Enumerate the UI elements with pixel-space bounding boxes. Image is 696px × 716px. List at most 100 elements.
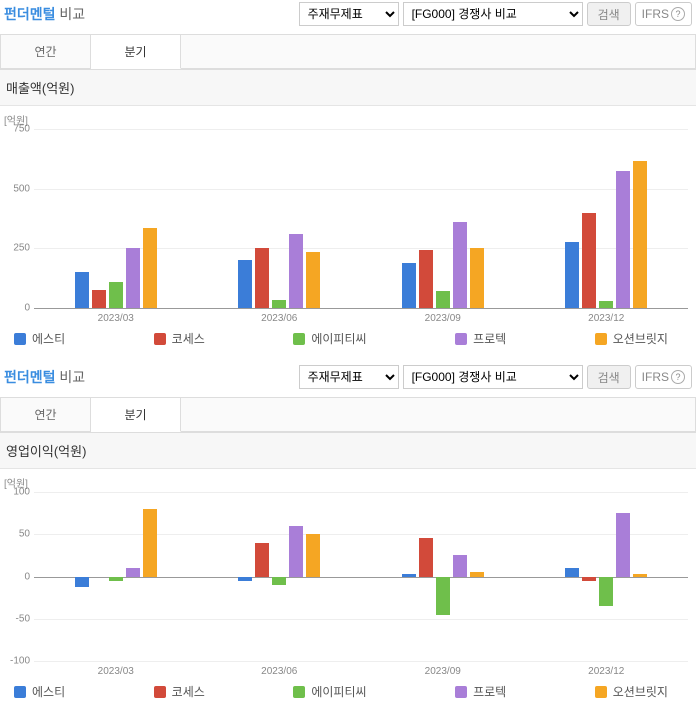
tab-quarter[interactable]: 분기 xyxy=(91,398,181,432)
bar-group xyxy=(34,492,198,661)
legend-swatch xyxy=(154,333,166,345)
bar-segment xyxy=(238,577,252,581)
select-main-statement[interactable]: 주재무제표 xyxy=(299,365,399,389)
chart-title: 매출액(억원) xyxy=(0,69,696,106)
legend-item: 코세스 xyxy=(154,330,205,347)
legend-label: 코세스 xyxy=(172,330,205,347)
bar-groups xyxy=(34,129,688,308)
select-compare[interactable]: [FG000] 경쟁사 비교 xyxy=(403,2,583,26)
select-compare[interactable]: [FG000] 경쟁사 비교 xyxy=(403,365,583,389)
bar-segment xyxy=(289,234,303,308)
bar xyxy=(419,492,433,661)
legend-label: 에스티 xyxy=(32,683,65,700)
bars xyxy=(198,492,362,661)
bars xyxy=(198,129,362,308)
bar xyxy=(272,129,286,308)
header-row: 펀더멘털 비교 주재무제표 [FG000] 경쟁사 비교 검색 IFRS ? xyxy=(0,0,696,28)
select-main-statement[interactable]: 주재무제표 xyxy=(299,2,399,26)
ifrs-button[interactable]: IFRS ? xyxy=(635,2,692,26)
bar-segment xyxy=(255,543,269,577)
ifrs-label: IFRS xyxy=(642,7,669,21)
bar-group xyxy=(361,492,525,661)
bar xyxy=(470,129,484,308)
legend-swatch xyxy=(455,333,467,345)
bar-segment xyxy=(272,577,286,585)
search-button[interactable]: 검색 xyxy=(587,365,631,389)
bar xyxy=(599,129,613,308)
title-gray: 비교 xyxy=(59,6,85,22)
bar-segment xyxy=(402,263,416,308)
ifrs-button[interactable]: IFRS ? xyxy=(635,365,692,389)
tab-annual[interactable]: 연간 xyxy=(1,35,91,68)
y-axis-label: [억원] xyxy=(4,475,688,490)
ifrs-label: IFRS xyxy=(642,370,669,384)
x-label: 2023/03 xyxy=(34,309,198,328)
bar xyxy=(616,492,630,661)
bar-segment xyxy=(599,301,613,308)
legend-label: 에이피티씨 xyxy=(311,683,366,700)
legend-label: 에이피티씨 xyxy=(311,330,366,347)
bar-group xyxy=(198,492,362,661)
bar-segment xyxy=(109,577,123,581)
title-gray: 비교 xyxy=(59,369,85,385)
y-tick: 50 xyxy=(4,529,30,540)
bar-segment xyxy=(599,577,613,607)
bar-segment xyxy=(565,568,579,576)
legend-label: 오션브릿지 xyxy=(613,683,668,700)
bar xyxy=(109,492,123,661)
tab-quarter[interactable]: 분기 xyxy=(91,35,181,69)
chart-wrap: [억원]02505007502023/032023/062023/092023/… xyxy=(0,106,696,353)
legend-item: 에이피티씨 xyxy=(293,683,366,700)
y-tick: 500 xyxy=(4,183,30,194)
bar xyxy=(255,492,269,661)
bar xyxy=(289,129,303,308)
bar-segment xyxy=(143,228,157,308)
panel-0: 펀더멘털 비교 주재무제표 [FG000] 경쟁사 비교 검색 IFRS ? 연… xyxy=(0,0,696,353)
bar xyxy=(238,129,252,308)
bar-segment xyxy=(289,526,303,577)
bar xyxy=(306,129,320,308)
bar xyxy=(470,492,484,661)
bar xyxy=(436,492,450,661)
bar xyxy=(289,492,303,661)
bar-segment xyxy=(75,272,89,308)
bar-segment xyxy=(633,574,647,577)
bar-segment xyxy=(126,248,140,308)
bar xyxy=(126,492,140,661)
chart-area: 0250500750 xyxy=(34,129,688,309)
bar xyxy=(92,129,106,308)
legend: 에스티코세스에이피티씨프로텍오션브릿지 xyxy=(14,330,688,347)
bar-segment xyxy=(633,161,647,308)
legend-label: 에스티 xyxy=(32,330,65,347)
bar xyxy=(75,129,89,308)
bar xyxy=(419,129,433,308)
bar xyxy=(453,129,467,308)
legend-item: 코세스 xyxy=(154,683,205,700)
legend-swatch xyxy=(293,686,305,698)
bar-segment xyxy=(126,568,140,576)
bar-segment xyxy=(419,538,433,576)
bar xyxy=(126,129,140,308)
chart-wrap: [억원]-100-500501002023/032023/062023/0920… xyxy=(0,469,696,706)
bar-segment xyxy=(75,577,89,587)
x-label: 2023/06 xyxy=(198,662,362,681)
bar-segment xyxy=(582,577,596,581)
legend-item: 에스티 xyxy=(14,683,65,700)
bar xyxy=(402,129,416,308)
bar xyxy=(255,129,269,308)
panel-1: 펀더멘털 비교 주재무제표 [FG000] 경쟁사 비교 검색 IFRS ? 연… xyxy=(0,363,696,706)
search-button[interactable]: 검색 xyxy=(587,2,631,26)
legend: 에스티 코세스 에이피티씨 프로텍 오션브릿지 xyxy=(14,683,688,700)
bar xyxy=(436,129,450,308)
y-axis-label: [억원] xyxy=(4,112,688,127)
legend-item: 프로텍 xyxy=(455,683,506,700)
tabs: 연간분기 xyxy=(0,34,696,69)
tab-annual[interactable]: 연간 xyxy=(1,398,91,431)
bar-segment xyxy=(470,572,484,576)
tabs: 연간분기 xyxy=(0,397,696,432)
x-label: 2023/12 xyxy=(525,309,689,328)
grid-line xyxy=(34,661,688,662)
legend-swatch xyxy=(14,333,26,345)
bar xyxy=(238,492,252,661)
bar-group xyxy=(525,492,689,661)
